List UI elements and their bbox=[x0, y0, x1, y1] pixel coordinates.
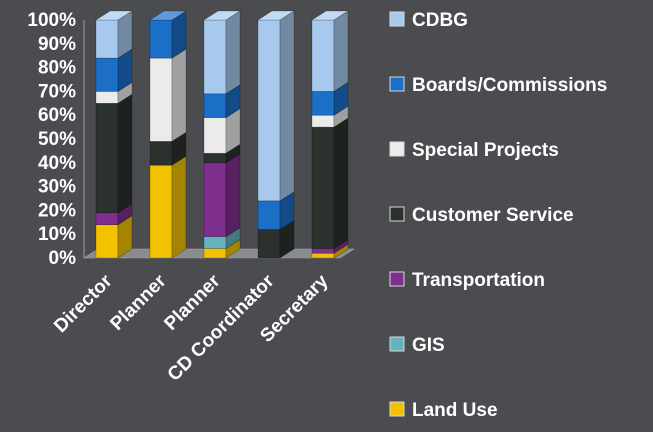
bar-top-cdbg bbox=[310, 10, 350, 21]
legend-swatch bbox=[389, 336, 405, 352]
bar-segment-boards-commissions bbox=[149, 19, 173, 59]
y-tick-label: 40% bbox=[38, 153, 76, 174]
legend: CDBG Boards/Commissions Special Projects Cu… bbox=[389, 10, 607, 421]
bar-segment-cdbg bbox=[311, 19, 335, 92]
bar-segment-customer-service bbox=[149, 141, 173, 166]
legend-item: CDBG bbox=[389, 10, 468, 31]
bar-segment-boards-commissions bbox=[203, 93, 227, 118]
bar-side-customer-service bbox=[333, 117, 349, 250]
legend-label: Boards/Commissions bbox=[412, 75, 607, 96]
y-tick-label: 0% bbox=[49, 248, 77, 269]
bar-segment-customer-service bbox=[203, 152, 227, 164]
legend-item: Special Projects bbox=[389, 140, 559, 161]
bar-top-boards-commissions bbox=[148, 10, 188, 21]
y-tick-label: 30% bbox=[38, 177, 76, 198]
y-tick-label: 80% bbox=[38, 58, 76, 79]
y-tick-label: 90% bbox=[38, 34, 76, 55]
y-tick-label: 60% bbox=[38, 105, 76, 126]
legend-label: CDBG bbox=[412, 10, 468, 31]
y-tick-label: 100% bbox=[27, 10, 76, 31]
y-axis: 0% 10% 20%30% 40% 50% 60% 70%80% 90% 100% bbox=[27, 10, 356, 269]
bar-side-cdbg bbox=[225, 10, 241, 95]
bar-segment-land-use bbox=[311, 252, 335, 259]
bar-segment-gis bbox=[203, 236, 227, 249]
legend-item: Land Use bbox=[389, 400, 498, 421]
x-tick-label: Planner bbox=[106, 270, 171, 335]
bar-top-cdbg bbox=[202, 10, 242, 21]
bar-side-customer-service bbox=[117, 93, 133, 214]
bar-segment-land-use bbox=[203, 248, 227, 259]
legend-swatch bbox=[389, 206, 405, 222]
y-tick-label: 20% bbox=[38, 200, 76, 221]
y-tick-label: 10% bbox=[38, 224, 76, 245]
legend-item: Boards/Commissions bbox=[389, 75, 607, 96]
x-tick-label: Director bbox=[50, 270, 117, 337]
bar-segment-special-projects bbox=[95, 91, 119, 104]
bar-segment-customer-service bbox=[257, 229, 281, 259]
legend-swatch bbox=[389, 271, 405, 287]
legend-label: Land Use bbox=[412, 400, 498, 421]
bar-segment-customer-service bbox=[311, 126, 335, 249]
bar-segment-cdbg bbox=[257, 19, 281, 202]
bar-segment-customer-service bbox=[95, 103, 119, 214]
legend-swatch bbox=[389, 141, 405, 157]
bar-segment-cdbg bbox=[95, 19, 119, 59]
bar-side-cdbg bbox=[279, 10, 295, 202]
bar-segment-boards-commissions bbox=[311, 91, 335, 116]
bar-top-cdbg bbox=[94, 10, 134, 21]
bar-segment-transportation bbox=[203, 162, 227, 237]
legend-swatch bbox=[389, 11, 405, 27]
bar-segment-cdbg bbox=[203, 19, 227, 95]
bar-segment-transportation bbox=[95, 212, 119, 225]
y-tick-label: 50% bbox=[38, 129, 76, 150]
bar-side-cdbg bbox=[333, 10, 349, 92]
bar-side-transportation bbox=[225, 153, 241, 238]
bar-segment-land-use bbox=[95, 224, 119, 259]
legend-item: GIS bbox=[389, 335, 445, 356]
legend-item: Transportation bbox=[389, 270, 545, 291]
legend-swatch bbox=[389, 76, 405, 92]
bar-side-land-use bbox=[171, 155, 187, 259]
bar-segment-boards-commissions bbox=[95, 57, 119, 92]
bar-segment-special-projects bbox=[149, 57, 173, 142]
legend-label: Transportation bbox=[412, 270, 545, 291]
bar-segment-transportation bbox=[311, 248, 335, 254]
bar-segment-special-projects bbox=[203, 117, 227, 154]
y-tick-label: 70% bbox=[38, 81, 76, 102]
bar-segment-special-projects bbox=[311, 114, 335, 128]
legend-label: Special Projects bbox=[412, 140, 559, 161]
plot-area bbox=[94, 10, 350, 259]
bar-side-special-projects bbox=[171, 48, 187, 142]
legend-item: Customer Service bbox=[389, 205, 574, 226]
legend-swatch bbox=[389, 401, 405, 417]
bar-segment-boards-commissions bbox=[257, 200, 281, 230]
bar-segment-land-use bbox=[149, 164, 173, 259]
legend-label: Customer Service bbox=[412, 205, 574, 226]
legend-label: GIS bbox=[412, 335, 445, 356]
bar-top-cdbg bbox=[256, 10, 296, 21]
